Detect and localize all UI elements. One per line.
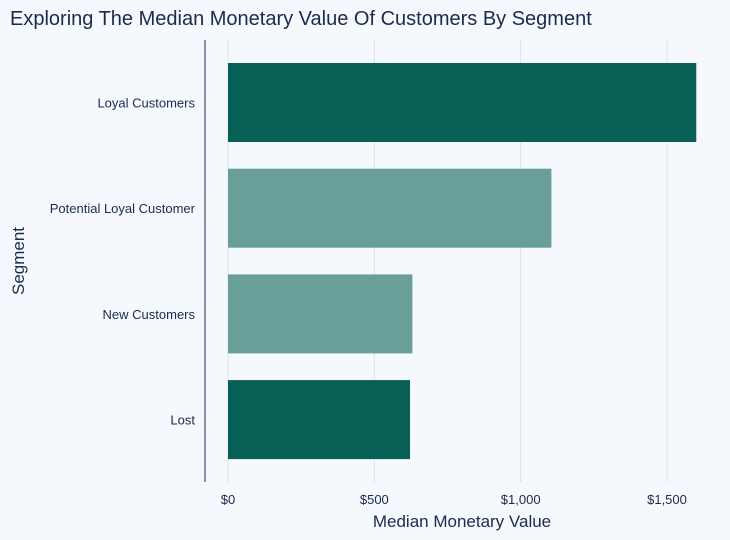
bar	[228, 274, 413, 354]
x-tick-label: $1,000	[501, 492, 541, 507]
chart-title: Exploring The Median Monetary Value Of C…	[10, 8, 592, 30]
x-axis-title: Median Monetary Value	[373, 512, 551, 531]
bar	[228, 380, 411, 460]
tick-labels: $0 $500 $1,000 $1,500 Loyal Customers Potenti…	[50, 96, 687, 508]
x-tick-label: $1,500	[647, 492, 687, 507]
y-tick-label: Potential Loyal Customer	[50, 201, 196, 216]
y-tick-label: Loyal Customers	[97, 96, 195, 111]
y-axis-title: Segment	[9, 227, 28, 295]
y-tick-label: Lost	[170, 413, 195, 428]
y-tick-label: New Customers	[103, 307, 196, 322]
x-tick-label: $0	[221, 492, 235, 507]
bar	[228, 63, 697, 142]
bar	[228, 168, 552, 248]
x-tick-label: $500	[360, 492, 389, 507]
bars	[228, 63, 697, 460]
